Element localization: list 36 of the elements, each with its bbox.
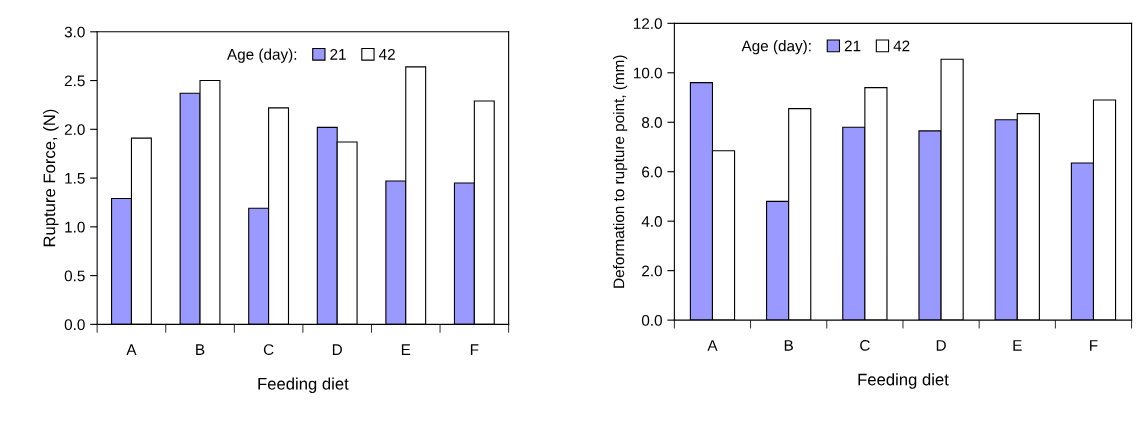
x-tick-label: C <box>860 339 870 351</box>
x-axis-title: Feeding diet <box>258 377 349 394</box>
legend-label: 42 <box>378 48 395 60</box>
y-tick-label: 3.0 <box>64 26 85 38</box>
x-axis-title: Feeding diet <box>858 373 949 389</box>
x-tick-label: D <box>936 340 946 351</box>
x-tick-label: C <box>263 344 274 356</box>
y-tick-label: 10.0 <box>634 67 662 79</box>
legend-title: Age (day): <box>227 48 297 63</box>
x-tick-label: F <box>1090 340 1098 351</box>
y-tick-label: 0.0 <box>641 314 662 326</box>
x-tick-label: A <box>126 344 137 355</box>
x-tick-label: E <box>401 344 411 355</box>
legend-label: 42 <box>893 40 910 52</box>
x-tick-label: B <box>196 344 205 355</box>
y-tick-label: 12.0 <box>634 18 662 30</box>
legend-label: 21 <box>330 48 346 60</box>
y-tick-label: 4.0 <box>641 216 662 227</box>
y-tick-label: 0.5 <box>64 270 85 282</box>
y-tick-label: 2.0 <box>642 265 662 277</box>
y-tick-label: 1.0 <box>65 221 85 233</box>
y-tick-label: 1.5 <box>65 173 85 184</box>
legend-title: Age (day): <box>741 40 811 55</box>
y-tick-label: 2.0 <box>64 124 85 136</box>
y-tick-label: 0.0 <box>64 319 85 331</box>
y-tick-label: 6.0 <box>642 166 662 178</box>
y-tick-label: 2.5 <box>64 75 85 87</box>
y-axis-title: Rupture Force, (N) <box>43 109 59 247</box>
x-tick-label: B <box>784 340 793 351</box>
x-tick-label: E <box>1013 340 1022 351</box>
x-tick-label: A <box>707 340 718 351</box>
x-tick-label: D <box>332 344 342 355</box>
y-tick-label: 8.0 <box>641 117 662 128</box>
x-tick-label: F <box>470 344 479 355</box>
legend-label: 21 <box>844 40 861 52</box>
y-axis-title: Deformation to rupture point, (mm) <box>613 55 628 288</box>
